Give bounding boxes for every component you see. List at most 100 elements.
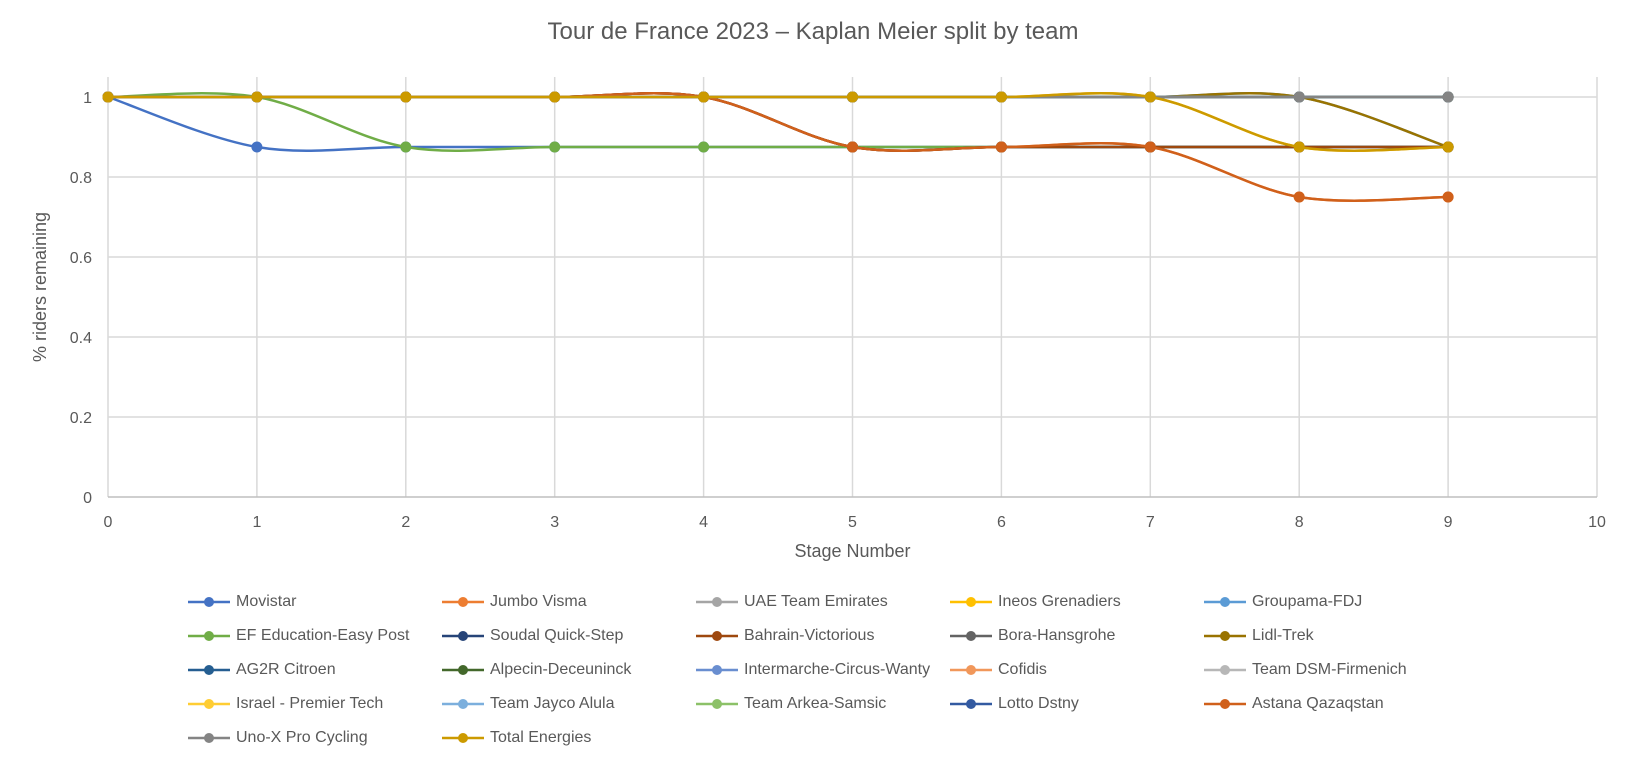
data-point (1293, 141, 1305, 153)
data-point (847, 141, 858, 153)
legend-label: Groupama-FDJ (1252, 593, 1363, 610)
legend-item: UAE Team Emirates (696, 592, 950, 612)
legend-item: Ineos Grenadiers (950, 592, 1204, 612)
legend-item: Soudal Quick-Step (442, 626, 696, 646)
y-tick-label: 0 (83, 490, 92, 507)
x-tick-label: 3 (550, 514, 559, 531)
legend-label: Team Jayco Alula (490, 695, 615, 712)
legend-item: Astana Qazaqstan (1204, 694, 1458, 714)
legend-label: Team Arkea-Samsic (744, 695, 887, 712)
data-point (1144, 141, 1156, 153)
legend-swatch (442, 699, 484, 709)
legend-swatch (696, 665, 738, 675)
data-point (549, 91, 561, 103)
legend-label: Cofidis (998, 661, 1047, 678)
legend-swatch (1204, 699, 1246, 709)
legend-swatch (696, 699, 738, 709)
legend-label: Alpecin-Deceuninck (490, 661, 632, 678)
legend-swatch (1204, 597, 1246, 607)
legend-item: Jumbo Visma (442, 592, 696, 612)
series-total-energies (102, 91, 1454, 153)
y-axis-title: % riders remaining (30, 212, 50, 362)
legend-label: Israel - Premier Tech (236, 695, 384, 712)
data-point (995, 91, 1007, 103)
legend-item: Team DSM-Firmenich (1204, 660, 1458, 680)
x-axis-title: Stage Number (794, 541, 910, 561)
legend-label: Jumbo Visma (490, 593, 587, 610)
data-point (251, 91, 263, 103)
legend-swatch (188, 597, 230, 607)
y-tick-label: 1 (83, 90, 92, 107)
legend-label: Lotto Dstny (998, 695, 1079, 712)
legend-label: Team DSM-Firmenich (1252, 661, 1407, 678)
legend-label: Total Energies (490, 729, 592, 746)
legend-label: Uno-X Pro Cycling (236, 729, 368, 746)
legend-swatch (442, 665, 484, 675)
legend-item: Movistar (188, 592, 442, 612)
series-line (107, 92, 1449, 149)
legend-item: Bahrain-Victorious (696, 626, 950, 646)
legend-item: Total Energies (442, 728, 696, 748)
legend-swatch (696, 631, 738, 641)
x-tick-label: 4 (699, 514, 708, 531)
x-tick-label: 5 (848, 514, 857, 531)
y-tick-label: 0.2 (70, 410, 92, 427)
legend-label: EF Education-Easy Post (236, 627, 410, 644)
legend: Movistar Jumbo Visma UAE Team Emirates Ineo… (188, 592, 1488, 748)
legend-item: AG2R Citroen (188, 660, 442, 680)
data-point (1442, 191, 1454, 203)
data-point (1293, 91, 1305, 103)
x-tick-label: 9 (1444, 514, 1453, 531)
legend-label: Intermarche-Circus-Wanty (744, 661, 931, 678)
legend-item: Uno-X Pro Cycling (188, 728, 442, 748)
legend-item: Lidl-Trek (1204, 626, 1458, 646)
y-tick-label: 0.4 (70, 330, 92, 347)
series-line (107, 95, 1449, 152)
legend-swatch (442, 733, 484, 743)
legend-item: Intermarche-Circus-Wanty (696, 660, 950, 680)
data-point (847, 91, 858, 103)
legend-label: Bora-Hansgrohe (998, 627, 1116, 644)
x-tick-label: 0 (104, 514, 113, 531)
legend-item: EF Education-Easy Post (188, 626, 442, 646)
legend-swatch (188, 665, 230, 675)
legend-item: Cofidis (950, 660, 1204, 680)
legend-item: Team Arkea-Samsic (696, 694, 950, 714)
x-tick-label: 7 (1146, 514, 1155, 531)
legend-swatch (950, 699, 992, 709)
x-tick-label: 1 (252, 514, 261, 531)
chart-title: Tour de France 2023 – Kaplan Meier split… (547, 18, 1079, 45)
legend-item: Israel - Premier Tech (188, 694, 442, 714)
legend-swatch (188, 631, 230, 641)
legend-label: Lidl-Trek (1252, 627, 1314, 644)
legend-swatch (950, 631, 992, 641)
data-point (1442, 141, 1454, 153)
legend-label: AG2R Citroen (236, 661, 336, 678)
data-point (251, 141, 263, 153)
x-tick-label: 6 (997, 514, 1006, 531)
legend-swatch (1204, 631, 1246, 641)
data-point (549, 141, 561, 153)
legend-label: Movistar (236, 593, 297, 610)
legend-item: Team Jayco Alula (442, 694, 696, 714)
data-point (1442, 91, 1454, 103)
series-line (107, 92, 1449, 149)
legend-label: Astana Qazaqstan (1252, 695, 1384, 712)
legend-swatch (442, 597, 484, 607)
data-point (1144, 91, 1156, 103)
legend-swatch (188, 733, 230, 743)
legend-swatch (950, 665, 992, 675)
x-tick-label: 8 (1295, 514, 1304, 531)
legend-item: Groupama-FDJ (1204, 592, 1458, 612)
legend-swatch (696, 597, 738, 607)
legend-item: Lotto Dstny (950, 694, 1204, 714)
legend-swatch (188, 699, 230, 709)
legend-swatch (1204, 665, 1246, 675)
data-point (1293, 191, 1305, 203)
y-tick-label: 0.8 (70, 170, 92, 187)
legend-item: Bora-Hansgrohe (950, 626, 1204, 646)
legend-label: Bahrain-Victorious (744, 627, 875, 644)
data-point (102, 91, 114, 103)
grid-lines (107, 77, 1598, 497)
